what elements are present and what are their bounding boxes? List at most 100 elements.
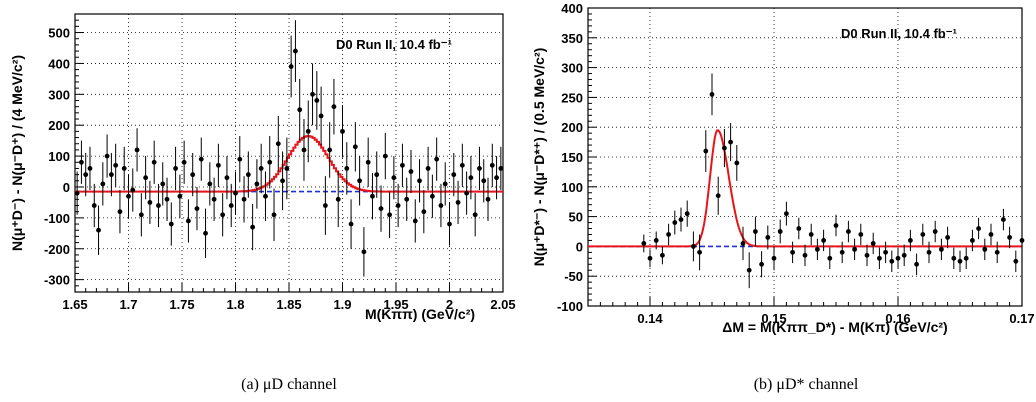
- data-point: [666, 232, 671, 237]
- data-point: [207, 181, 213, 187]
- data-point: [83, 172, 89, 178]
- data-point: [181, 159, 187, 165]
- y-tick-label: -300: [44, 273, 70, 288]
- data-point: [914, 261, 919, 267]
- data-point: [408, 169, 414, 174]
- data-point: [815, 246, 820, 252]
- data-point: [932, 229, 938, 234]
- y-tick-label: 200: [48, 118, 70, 133]
- data-point: [908, 238, 913, 243]
- data-point: [821, 238, 826, 243]
- data-point: [284, 166, 290, 171]
- data-point: [715, 193, 721, 199]
- data-point: [143, 175, 149, 181]
- y-tick-label: 100: [561, 180, 583, 195]
- data-point: [160, 181, 166, 187]
- data-point: [684, 211, 690, 217]
- data-point: [939, 246, 944, 252]
- data-point: [79, 159, 84, 165]
- data-point: [660, 252, 665, 258]
- data-point: [1019, 238, 1025, 243]
- y-axis-label: N(μ⁺D⁻) - N(μ⁻D⁺) / (4 MeV/c²): [9, 55, 25, 251]
- chart-panel-a: 1.65 1.7 1.75 1.8 1.85 1.9 1.95 2 2.05 -300 -200 -1…: [9, 13, 516, 393]
- data-point: [447, 221, 452, 227]
- y-tick-label: 500: [48, 26, 70, 41]
- data-point: [889, 258, 895, 264]
- data-point: [434, 156, 440, 162]
- y-tick-label: -100: [557, 299, 583, 314]
- data-point: [734, 160, 740, 166]
- data-point: [1013, 258, 1019, 264]
- data-point: [895, 255, 901, 261]
- data-point: [335, 196, 341, 202]
- data-point: [156, 203, 161, 208]
- data-point: [126, 193, 131, 199]
- data-point: [224, 175, 230, 181]
- data-point: [314, 98, 320, 103]
- data-point: [108, 172, 114, 178]
- data-point: [96, 227, 101, 233]
- data-point: [374, 172, 380, 178]
- x-axis-label: M(Kππ) (GeV/c²): [365, 306, 475, 322]
- data-point: [412, 218, 418, 224]
- y-tick-label: -50: [564, 269, 583, 284]
- data-point: [327, 147, 333, 153]
- data-point: [357, 178, 363, 184]
- data-point: [1007, 235, 1012, 240]
- data-point: [759, 261, 764, 267]
- data-point: [852, 246, 857, 252]
- data-point: [215, 162, 221, 168]
- x-tick-label: 1.95: [383, 297, 408, 312]
- data-point: [370, 193, 375, 199]
- data-point: [485, 196, 491, 202]
- data-point: [802, 252, 808, 258]
- data-point: [258, 166, 264, 171]
- data-point: [237, 156, 243, 162]
- y-tick-label: 150: [561, 150, 583, 165]
- data-point: [138, 212, 144, 218]
- x-tick-label: 0.15: [761, 311, 786, 326]
- data-point: [455, 200, 461, 205]
- data-point: [400, 162, 405, 168]
- data-point: [186, 218, 191, 224]
- data-point: [647, 255, 653, 261]
- data-point: [382, 153, 388, 159]
- data-point: [254, 181, 260, 187]
- data-point: [481, 178, 487, 184]
- data-point: [489, 162, 495, 168]
- data-point: [926, 249, 932, 255]
- y-tick-label: 300: [48, 87, 70, 102]
- data-point: [87, 166, 93, 171]
- data-point: [130, 187, 136, 193]
- data-point: [697, 249, 702, 255]
- data-point: [982, 246, 988, 252]
- data-point: [1001, 217, 1006, 222]
- data-point: [164, 196, 170, 202]
- data-point: [173, 166, 178, 171]
- data-point: [417, 178, 422, 184]
- data-point: [404, 196, 410, 202]
- data-point: [340, 128, 345, 134]
- data-point: [438, 203, 444, 208]
- data-point: [267, 159, 273, 165]
- data-point: [203, 230, 208, 236]
- data-point: [653, 238, 659, 243]
- data-point: [117, 209, 123, 215]
- x-tick-label: 2: [446, 297, 453, 312]
- data-point: [352, 144, 358, 150]
- data-point: [190, 172, 196, 178]
- data-point: [241, 196, 247, 202]
- data-point: [883, 249, 888, 255]
- y-tick-label: 0: [576, 239, 583, 254]
- data-point: [361, 249, 367, 255]
- data-point: [459, 162, 465, 168]
- data-point: [777, 229, 783, 234]
- data-point: [168, 221, 174, 227]
- data-point: [827, 255, 833, 261]
- data-point: [709, 92, 715, 97]
- data-point: [378, 206, 384, 212]
- y-tick-label: -100: [44, 211, 70, 226]
- data-point: [305, 128, 311, 134]
- data-point: [994, 249, 1000, 255]
